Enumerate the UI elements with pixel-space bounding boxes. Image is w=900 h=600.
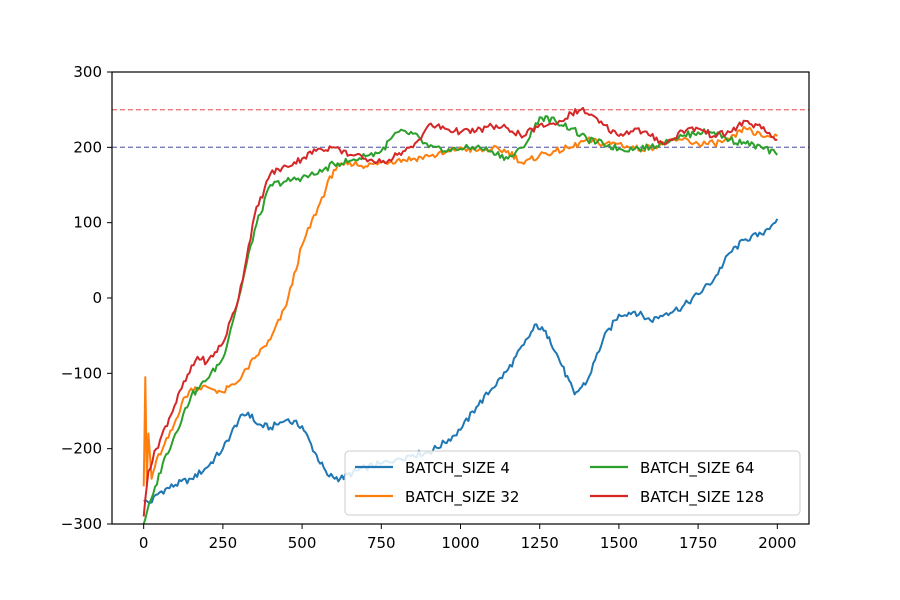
- legend-label-2: BATCH_SIZE 64: [640, 459, 754, 478]
- legend-box: [344, 450, 801, 516]
- x-tick-label: 750: [367, 534, 396, 552]
- x-tick-label: 1250: [521, 534, 559, 552]
- x-tick-label: 0: [139, 534, 149, 552]
- y-tick-label: 0: [92, 289, 102, 307]
- y-tick-label: 200: [73, 138, 102, 156]
- series-line-3: [142, 106, 778, 517]
- legend: BATCH_SIZE 4 BATCH_SIZE 32 BATCH_SIZE 64 BA…: [344, 450, 801, 516]
- y-axis: −300 −200 −100 0 100 200 300: [61, 63, 112, 533]
- y-tick-label: −100: [61, 364, 102, 382]
- x-axis: 0 250 500 750 1000 1250 1500 1750 2000: [139, 524, 796, 552]
- series-lines: [142, 106, 779, 525]
- x-tick-label: 250: [209, 534, 238, 552]
- y-tick-label: 100: [73, 214, 102, 232]
- x-tick-label: 1750: [679, 534, 717, 552]
- legend-label-1: BATCH_SIZE 32: [405, 488, 519, 507]
- legend-label-0: BATCH_SIZE 4: [405, 459, 510, 478]
- x-tick-label: 1500: [600, 534, 638, 552]
- y-tick-label: 300: [73, 63, 102, 81]
- series-line-0: [143, 218, 779, 504]
- legend-label-3: BATCH_SIZE 128: [640, 488, 764, 507]
- x-tick-label: 500: [288, 534, 317, 552]
- y-tick-label: −200: [61, 440, 102, 458]
- y-tick-label: −300: [61, 515, 102, 533]
- x-tick-label: 1000: [441, 534, 479, 552]
- x-tick-label: 2000: [758, 534, 796, 552]
